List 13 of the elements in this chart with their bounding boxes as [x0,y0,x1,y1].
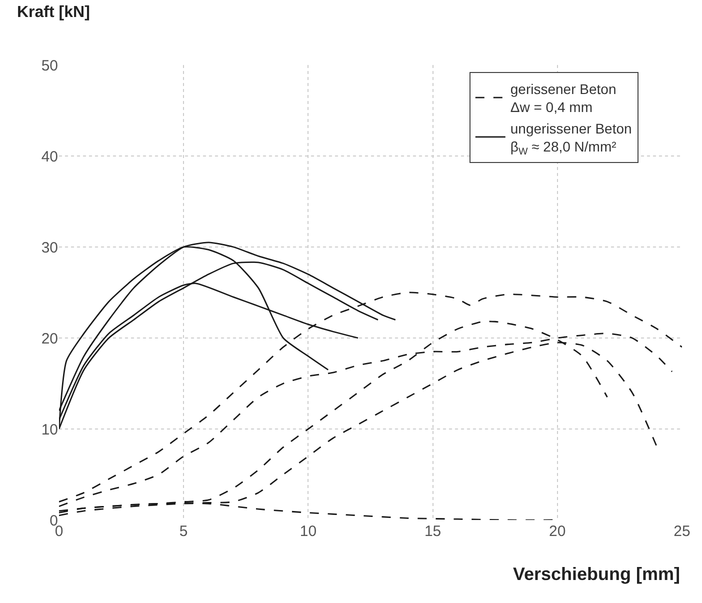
y-tick-label: 10 [41,421,58,438]
y-tick-label: 30 [41,239,58,256]
y-tick-label: 50 [41,57,58,74]
legend-label: ungerissener Beton β$_{W}$ ≈ 28,0 N/mm² [510,120,632,158]
y-axis-title: Kraft [kN] [17,4,90,21]
x-tick-label: 25 [674,523,690,540]
y-tick-label: 40 [41,148,58,166]
x-tick-label: 10 [300,523,317,540]
x-tick-label: 20 [549,523,566,540]
x-tick-label: 5 [179,523,188,540]
y-tick-label: 20 [41,330,58,348]
x-tick-label: 15 [424,523,442,540]
x-axis-title: Verschiebung [mm] [513,564,680,584]
